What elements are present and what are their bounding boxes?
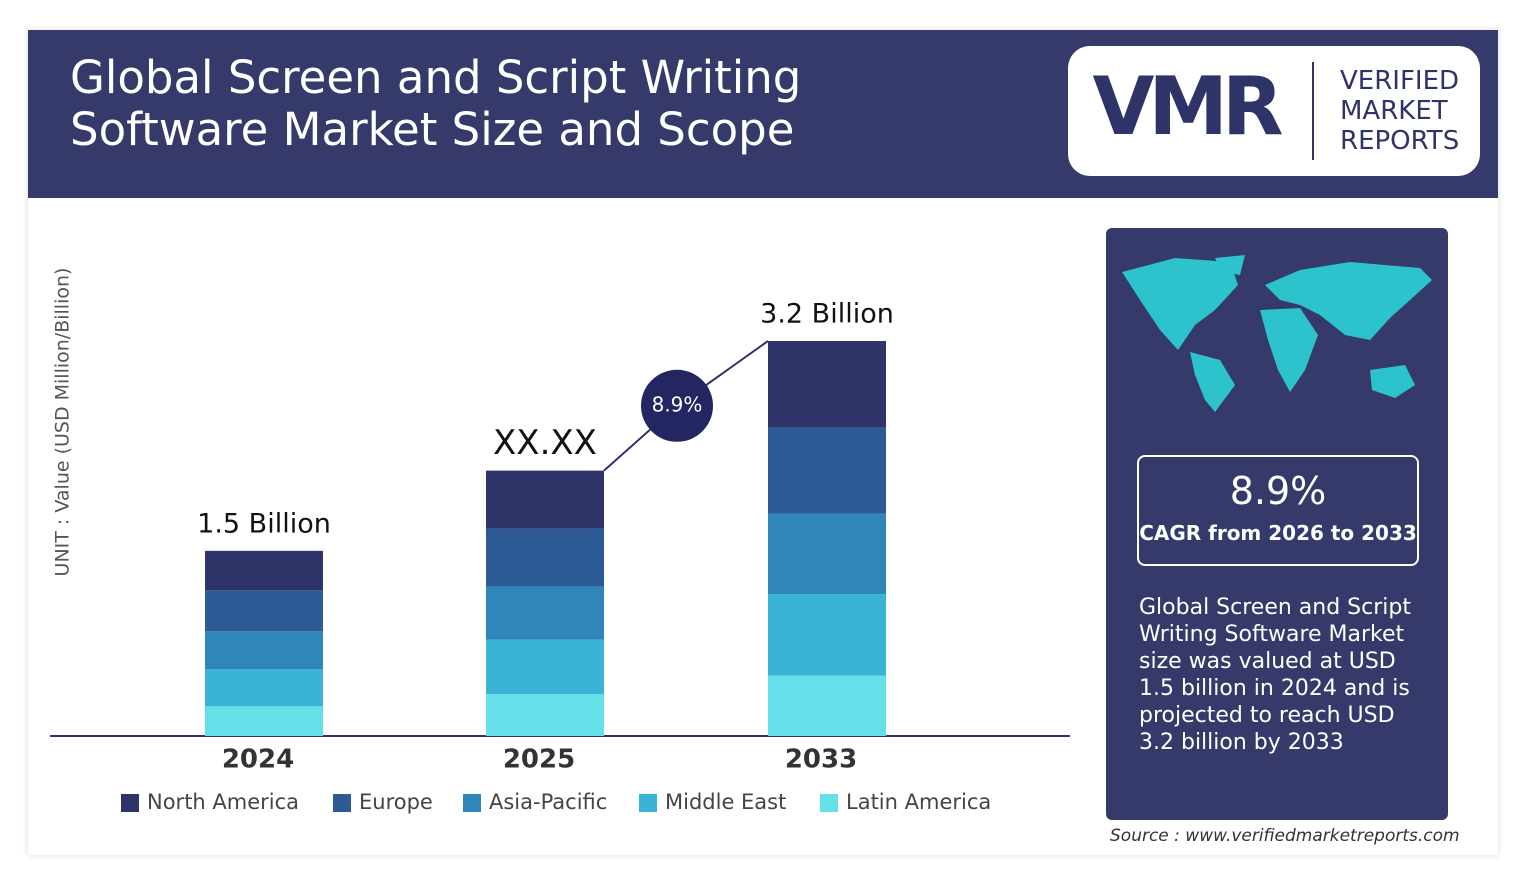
bar-segment bbox=[486, 694, 604, 736]
cagr-bubble bbox=[641, 369, 713, 442]
bar-segment bbox=[768, 513, 886, 595]
total-label: XX.XX bbox=[493, 423, 597, 463]
logo-text: VERIFIED MARKET REPORTS bbox=[1340, 66, 1460, 156]
x-tick-label: 2024 bbox=[222, 745, 294, 775]
legend-label: Europe bbox=[359, 790, 433, 814]
description: Global Screen and Script Writing Softwar… bbox=[1139, 595, 1411, 755]
chart-title: Global Screen and Script Writing Softwar… bbox=[70, 51, 802, 156]
bar-segment bbox=[205, 669, 323, 707]
legend-label: Latin America bbox=[846, 790, 991, 814]
bar-segment bbox=[486, 528, 604, 587]
logo-box bbox=[1068, 46, 1480, 176]
bar-segment bbox=[768, 341, 886, 428]
cagr-bubble-label: 8.9% bbox=[652, 392, 703, 416]
bar-segment bbox=[486, 639, 604, 695]
x-tick-label: 2033 bbox=[785, 745, 857, 775]
total-label: 3.2 Billion bbox=[760, 299, 894, 330]
total-label: 1.5 Billion bbox=[197, 508, 331, 539]
bar-segment bbox=[768, 594, 886, 676]
logo-mark: VMR bbox=[1092, 60, 1282, 153]
bar-segment bbox=[205, 706, 323, 736]
world-map bbox=[1122, 255, 1432, 412]
bar-segment bbox=[205, 550, 323, 591]
bar-segment bbox=[768, 427, 886, 514]
cagr-value: 8.9% bbox=[1229, 469, 1327, 513]
legend-swatch bbox=[333, 794, 351, 812]
legend-label: North America bbox=[147, 790, 299, 814]
legend-swatch bbox=[463, 794, 481, 812]
legend-label: Middle East bbox=[665, 790, 786, 814]
source: Source : www.verifiedmarketreports.com bbox=[1110, 826, 1460, 846]
bar-segment bbox=[205, 631, 323, 670]
bar-segment bbox=[486, 470, 604, 529]
y-axis-label: UNIT : Value (USD Million/Billion) bbox=[52, 268, 74, 577]
cagr-box: 8.9% CAGR from 2026 to 2033 bbox=[1137, 455, 1419, 566]
legend-label: Asia-Pacific bbox=[489, 790, 607, 814]
legend-swatch bbox=[820, 794, 838, 812]
bar-segment bbox=[205, 590, 323, 632]
legend-swatch bbox=[121, 794, 139, 812]
bar-segment bbox=[768, 675, 886, 736]
cagr-label: CAGR from 2026 to 2033 bbox=[1139, 521, 1417, 545]
legend-swatch bbox=[639, 794, 657, 812]
bar-segment bbox=[486, 586, 604, 640]
x-tick-label: 2025 bbox=[503, 745, 575, 775]
